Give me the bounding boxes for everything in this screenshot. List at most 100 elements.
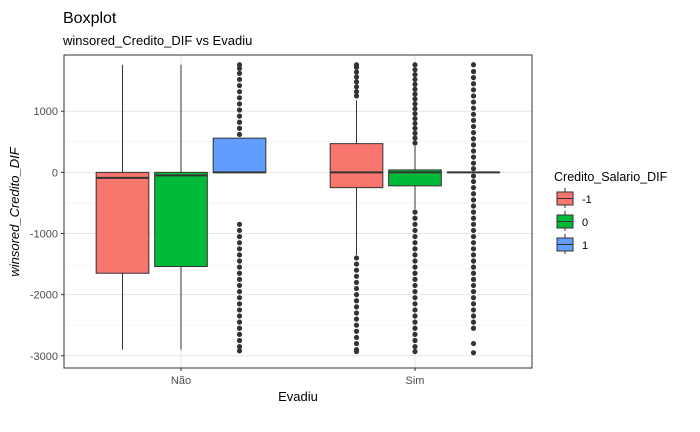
box-Não-0 (154, 64, 208, 350)
outlier-point (470, 313, 477, 319)
box-Não--1 (95, 64, 150, 350)
outlier-point (470, 246, 477, 252)
outlier-point (470, 81, 477, 87)
x-tick-label: Sim (406, 375, 425, 387)
outlier-point (412, 325, 418, 331)
outlier-point (412, 233, 418, 240)
outlier-point (412, 71, 418, 78)
outlier-point (470, 166, 477, 172)
x-axis-title: Evadiu (278, 389, 318, 404)
outlier-point (470, 209, 477, 215)
outlier-point (412, 319, 418, 325)
outlier-point (353, 334, 360, 341)
outlier-point (353, 340, 360, 347)
outlier-point (412, 140, 418, 146)
outlier-point (353, 74, 360, 80)
x-axis-ticks: Não Sim (171, 368, 425, 387)
outlier-point (412, 331, 418, 337)
outlier-point (236, 331, 243, 337)
outlier-point (470, 111, 477, 117)
outlier-point (412, 86, 418, 92)
legend-title: Credito_Salario_DIF (554, 170, 668, 184)
outlier-point (470, 154, 477, 160)
outlier-point (353, 267, 360, 273)
outlier-point (236, 240, 243, 246)
outlier-point (412, 111, 418, 117)
outlier-point (470, 62, 477, 68)
outlier-point (412, 295, 418, 301)
outlier-point (470, 142, 477, 148)
outlier-point (412, 258, 418, 264)
outlier-point (353, 316, 360, 322)
outlier-point (353, 62, 360, 68)
outlier-point (470, 93, 477, 99)
outlier-point (470, 325, 477, 331)
legend-label: -1 (582, 194, 592, 206)
outlier-point (236, 301, 243, 307)
outlier-point (470, 264, 477, 270)
outlier-point (353, 89, 360, 95)
outlier-point (236, 325, 243, 331)
outlier-point (236, 344, 243, 350)
outlier-point (412, 125, 418, 131)
outlier-point (236, 348, 243, 354)
legend: Credito_Salario_DIF -1 0 1 (554, 170, 668, 254)
outlier-point (412, 288, 418, 295)
outlier-point (470, 123, 477, 130)
outlier-point (236, 119, 243, 125)
outlier-point (470, 307, 477, 313)
y-axis-title: winsored_Credito_DIF (7, 146, 22, 276)
outlier-point (236, 307, 243, 313)
legend-label: 0 (582, 217, 588, 229)
outlier-point (412, 227, 418, 234)
outlier-point (470, 130, 477, 136)
outlier-point (236, 295, 243, 301)
outlier-point (353, 285, 360, 292)
x-tick-label: Não (171, 375, 191, 387)
outlier-point (412, 252, 418, 258)
outlier-point (236, 270, 243, 276)
outlier-point (470, 288, 477, 295)
outlier-point (470, 75, 477, 81)
outlier-point (412, 344, 418, 350)
outlier-point (470, 340, 477, 347)
outlier-point (353, 322, 360, 328)
outlier-point (236, 125, 243, 131)
outlier-point (412, 62, 418, 68)
outlier-point (470, 173, 477, 179)
y-tick-label: -3000 (30, 351, 58, 363)
outlier-point (236, 101, 243, 107)
box-Sim-1 (446, 62, 501, 356)
outlier-point (236, 276, 243, 282)
outlier-point (353, 298, 360, 304)
outlier-point (353, 348, 360, 355)
outlier-point (470, 197, 477, 203)
chart-title: Boxplot (63, 10, 117, 27)
outlier-point (470, 252, 477, 258)
outlier-point (470, 215, 477, 221)
outlier-point (470, 282, 477, 289)
outlier-point (470, 227, 477, 234)
outlier-point (412, 135, 418, 141)
outlier-point (236, 76, 243, 83)
outlier-point (353, 255, 360, 261)
outlier-point (353, 93, 360, 99)
outlier-point (470, 191, 477, 197)
outlier-point (412, 307, 418, 313)
y-tick-label: 0 (52, 167, 58, 179)
chart-subtitle: winsored_Credito_DIF vs Evadiu (62, 33, 252, 48)
outlier-point (412, 106, 418, 112)
outlier-point (470, 319, 477, 325)
box-iqr (95, 171, 150, 274)
outlier-point (412, 337, 418, 344)
outlier-point (412, 240, 418, 246)
outlier-point (353, 328, 360, 334)
outlier-point (236, 264, 243, 270)
outlier-point (412, 101, 418, 107)
y-tick-label: -2000 (30, 290, 58, 302)
outlier-point (470, 258, 477, 264)
outlier-point (412, 282, 418, 289)
outlier-point (236, 82, 243, 89)
box-Não-1 (212, 62, 267, 354)
